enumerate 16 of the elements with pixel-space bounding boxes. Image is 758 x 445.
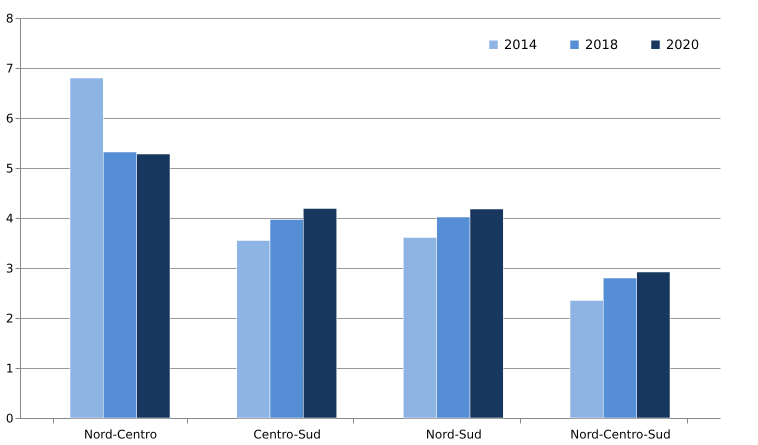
x-tick-label: Nord-Sud — [426, 428, 482, 442]
legend-label: 2020 — [666, 38, 700, 53]
x-tick-label: Nord-Centro — [84, 428, 158, 442]
y-tick-label: 0 — [6, 412, 14, 426]
x-tick-label: Centro-Sud — [253, 428, 321, 442]
y-tick-label: 3 — [6, 262, 14, 276]
x-tick-label: Nord-Centro-Sud — [570, 428, 671, 442]
legend-label: 2018 — [585, 38, 618, 53]
y-tick-label: 4 — [6, 212, 14, 226]
y-tick-label: 5 — [6, 162, 14, 176]
y-tick-label: 6 — [6, 112, 14, 126]
y-tick-label: 8 — [6, 12, 14, 26]
y-tick-label: 7 — [6, 62, 14, 76]
legend-label: 2014 — [504, 38, 538, 53]
y-tick-label: 1 — [6, 362, 14, 376]
y-tick-label: 2 — [6, 312, 14, 326]
